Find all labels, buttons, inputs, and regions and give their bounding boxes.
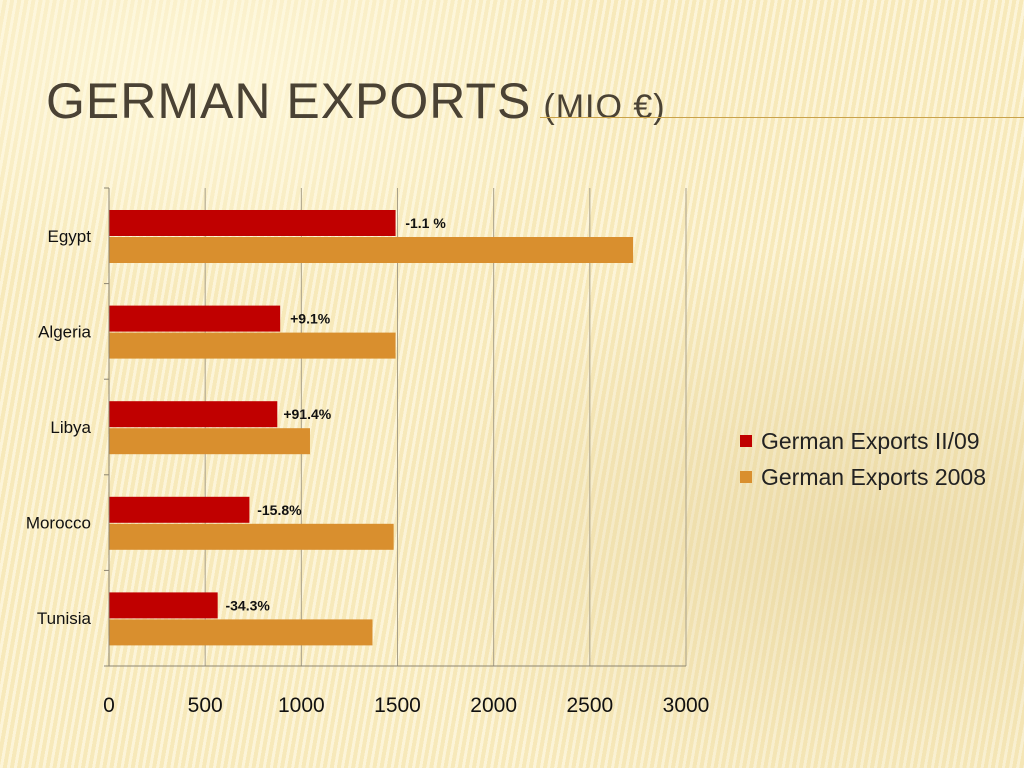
bar-morocco-ii09 xyxy=(109,496,250,523)
title-underline xyxy=(540,117,1024,118)
legend-item-2008: German Exports 2008 xyxy=(740,459,986,495)
x-tick-label: 500 xyxy=(188,694,223,717)
legend-label-2008: German Exports 2008 xyxy=(761,463,987,490)
legend-label-ii09: German Exports II/09 xyxy=(761,427,980,454)
x-tick-label: 1500 xyxy=(374,694,421,717)
category-labels: Egypt Algeria Libya Morocco Tunisia xyxy=(26,227,92,628)
legend-item-ii09: German Exports II/09 xyxy=(740,423,986,459)
x-tick-label: 2000 xyxy=(470,694,517,717)
category-label: Tunisia xyxy=(37,609,92,628)
change-annotation: -15.8% xyxy=(257,502,302,518)
title-main: GERMAN EXPORTS xyxy=(46,73,532,129)
title-unit: (MIO €) xyxy=(543,88,666,126)
bar-tunisia-ii09 xyxy=(109,592,218,619)
x-tick-label: 1000 xyxy=(278,694,325,717)
bar-annotations: -1.1 % +9.1% +91.4% -15.8% -34.3% xyxy=(225,215,446,613)
change-annotation: +9.1% xyxy=(290,311,331,327)
bar-algeria-2008 xyxy=(109,332,396,359)
bar-libya-2008 xyxy=(109,428,310,455)
change-annotation: +91.4% xyxy=(283,406,331,422)
bar-algeria-ii09 xyxy=(109,305,281,332)
change-annotation: -34.3% xyxy=(225,597,270,613)
category-label: Egypt xyxy=(48,227,92,246)
legend-swatch-2008 xyxy=(740,471,752,483)
bars xyxy=(109,210,634,646)
category-label: Libya xyxy=(50,418,91,437)
category-label: Morocco xyxy=(26,514,91,533)
change-annotation: -1.1 % xyxy=(405,215,446,231)
bar-tunisia-2008 xyxy=(109,619,373,646)
slide-title: GERMAN EXPORTS (MIO €) xyxy=(46,72,666,130)
bar-libya-ii09 xyxy=(109,401,278,428)
bar-egypt-2008 xyxy=(109,237,634,263)
bar-morocco-2008 xyxy=(109,523,394,550)
x-tick-label: 3000 xyxy=(663,694,710,717)
legend-swatch-ii09 xyxy=(740,435,752,447)
category-label: Algeria xyxy=(38,322,91,341)
legend: German Exports II/09 German Exports 2008 xyxy=(740,423,986,495)
x-tick-labels: 0 500 1000 1500 2000 2500 3000 xyxy=(103,694,709,717)
x-tick-label: 2500 xyxy=(566,694,613,717)
bar-egypt-ii09 xyxy=(109,210,396,236)
x-tick-label: 0 xyxy=(103,694,115,717)
grid-lines xyxy=(204,188,687,666)
axes xyxy=(104,187,686,667)
